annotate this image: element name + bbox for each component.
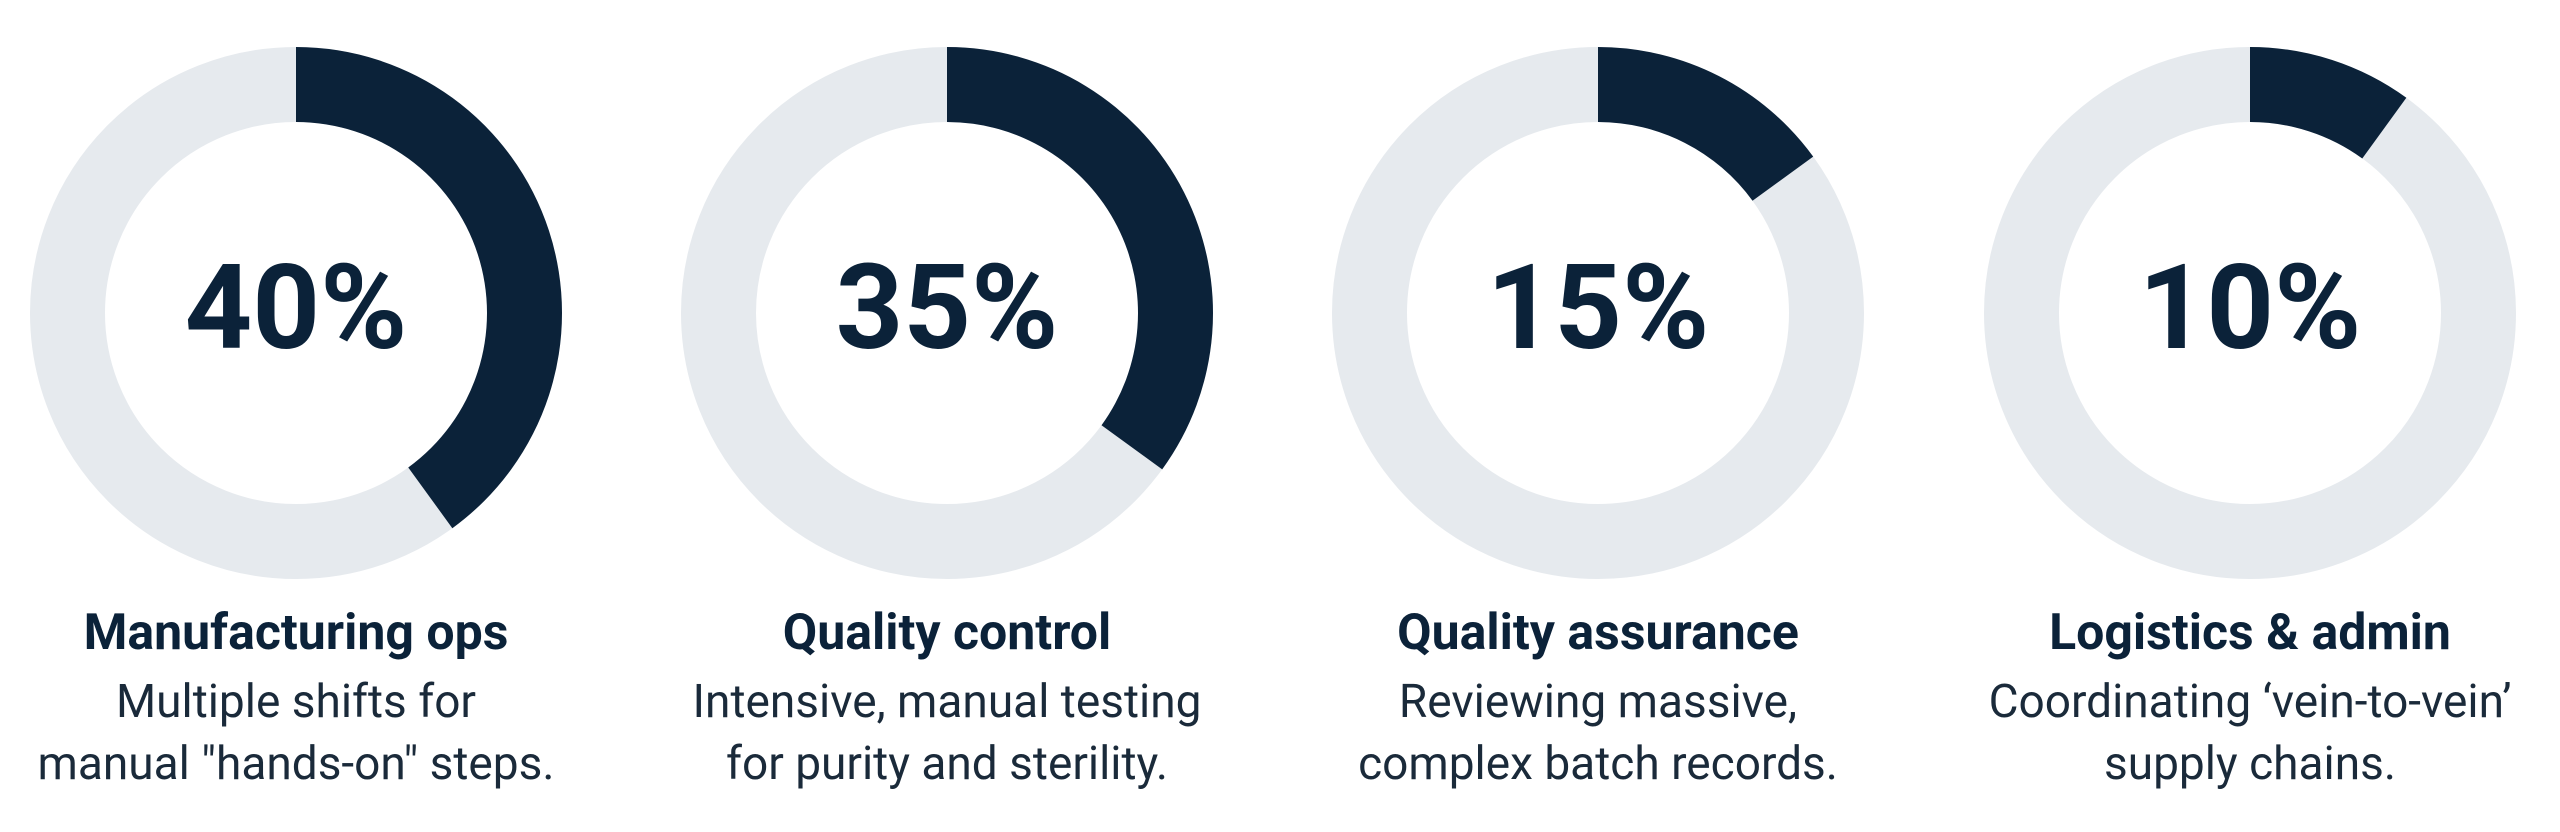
card-title: Quality control <box>783 604 1111 662</box>
center-value-label: 35% <box>836 239 1059 377</box>
card-description: Multiple shifts for <box>116 675 476 729</box>
card-description: Intensive, manual testing <box>693 675 1202 729</box>
card-description: Coordinating ‘vein-to-vein’ <box>1989 675 2512 729</box>
center-value-label: 10% <box>2139 239 2362 377</box>
center-value-label: 40% <box>185 239 408 377</box>
card-title: Manufacturing ops <box>84 604 509 662</box>
card-description: Reviewing massive, <box>1399 675 1797 729</box>
card-description: supply chains. <box>2104 737 2396 791</box>
card-title: Logistics & admin <box>2049 604 2451 662</box>
card-title: Quality assurance <box>1397 604 1799 662</box>
donut-segment <box>296 47 562 529</box>
donut-segment <box>2250 47 2407 159</box>
card-description: for purity and sterility. <box>726 737 1168 791</box>
center-value-label: 15% <box>1487 239 1710 377</box>
card-description: complex batch records. <box>1358 737 1838 791</box>
donut-segment <box>1598 47 1814 201</box>
donut-segment <box>947 47 1213 470</box>
card-description: manual "hands-on" steps. <box>38 737 555 791</box>
